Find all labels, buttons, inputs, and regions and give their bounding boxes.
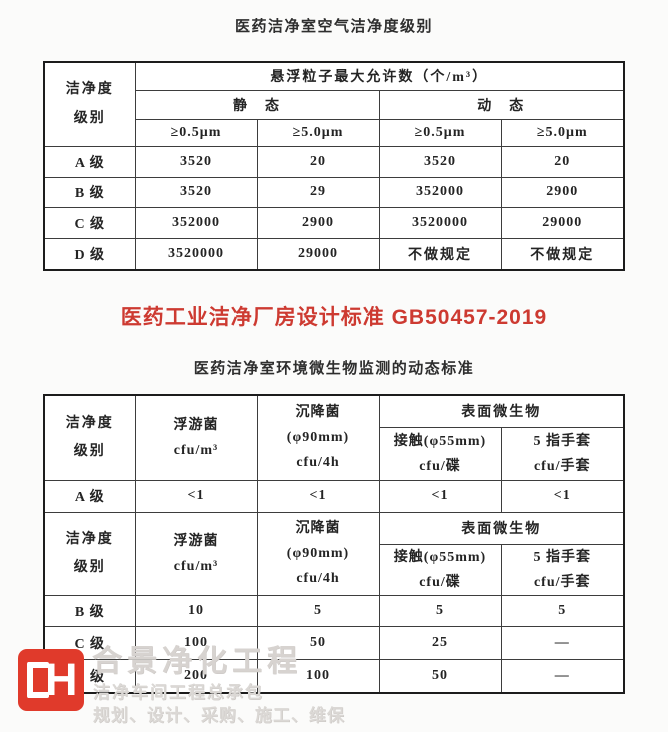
- cell: 29000: [500, 206, 625, 239]
- air-cleanliness-table: 洁净度 级别 悬浮粒子最大允许数（个/m³） 静 态 动 态 ≥0.5μm ≥5…: [43, 61, 625, 271]
- cell: 29000: [256, 237, 380, 271]
- table1-size-header: ≥0.5μm: [134, 118, 258, 147]
- cell: 50: [256, 625, 380, 660]
- table2-contact-header: 接触(φ55mm) cfu/碟: [378, 426, 502, 481]
- standard-number-heading: 医药工业洁净厂房设计标准 GB50457-2019: [120, 306, 548, 329]
- cell: <1: [500, 479, 625, 513]
- table1-corner-header: 洁净度 级别: [43, 61, 136, 147]
- cell: 3520: [134, 176, 258, 208]
- cell: 不做规定: [500, 237, 625, 271]
- cell: 10: [134, 594, 258, 627]
- cell: 352000: [134, 206, 258, 239]
- cell: 25: [378, 625, 502, 660]
- table2-airborne-header-repeat: 浮游菌 cfu/m³: [134, 511, 258, 596]
- table1-dynamic-header: 动 态: [378, 89, 625, 120]
- table1-static-header: 静 态: [134, 89, 380, 120]
- cell: <1: [134, 479, 258, 513]
- cell: 3520: [378, 145, 502, 178]
- air-table-title: 医药洁净室空气洁净度级别: [234, 19, 433, 35]
- table1-size-header: ≥0.5μm: [378, 118, 502, 147]
- table-row: A 级 3520 20 3520 20: [43, 145, 625, 178]
- cell: 5: [378, 594, 502, 627]
- row-label: D 级: [43, 237, 136, 271]
- cell: 2900: [500, 176, 625, 208]
- cell: <1: [378, 479, 502, 513]
- table2-settle-header: 沉降菌 (φ90mm) cfu/4h: [256, 394, 380, 481]
- table-row: A 级 <1 <1 <1 <1: [43, 479, 625, 513]
- table-row: D 级 200 100 50 —: [43, 658, 625, 694]
- cell: 不做规定: [378, 237, 502, 271]
- table2-contact-header-repeat: 接触(φ55mm) cfu/碟: [378, 543, 502, 596]
- cell: —: [500, 625, 625, 660]
- microbial-table-title: 医药洁净室环境微生物监测的动态标准: [193, 361, 475, 377]
- cell: 20: [500, 145, 625, 178]
- cell: <1: [256, 479, 380, 513]
- cell: 3520: [134, 145, 258, 178]
- table2-corner-header: 洁净度 级别: [43, 394, 136, 481]
- table2-settle-header-repeat: 沉降菌 (φ90mm) cfu/4h: [256, 511, 380, 596]
- table2-glove-header-repeat: 5 指手套 cfu/手套: [500, 543, 625, 596]
- table2-corner-header-repeat: 洁净度 级别: [43, 511, 136, 596]
- table-row: D 级 3520000 29000 不做规定 不做规定: [43, 237, 625, 271]
- microbial-monitoring-table: 洁净度 级别 浮游菌 cfu/m³ 沉降菌 (φ90mm) cfu/4h 表面微…: [43, 394, 625, 694]
- table-row: C 级 100 50 25 —: [43, 625, 625, 660]
- table-row: C 级 352000 2900 3520000 29000: [43, 206, 625, 239]
- row-label: C 级: [43, 206, 136, 239]
- cell: 100: [134, 625, 258, 660]
- cell: 352000: [378, 176, 502, 208]
- row-label: C 级: [43, 625, 136, 660]
- table-row: B 级 3520 29 352000 2900: [43, 176, 625, 208]
- row-label: D 级: [43, 658, 136, 694]
- cell: 20: [256, 145, 380, 178]
- table1-size-header: ≥5.0μm: [500, 118, 625, 147]
- table2-glove-header: 5 指手套 cfu/手套: [500, 426, 625, 481]
- row-label: B 级: [43, 176, 136, 208]
- cell: 3520000: [134, 237, 258, 271]
- row-label: A 级: [43, 145, 136, 178]
- row-label: A 级: [43, 479, 136, 513]
- cell: 100: [256, 658, 380, 694]
- cell: 5: [256, 594, 380, 627]
- table1-span-header: 悬浮粒子最大允许数（个/m³）: [134, 61, 625, 91]
- table2-surface-group-header: 表面微生物: [378, 394, 625, 428]
- cell: 200: [134, 658, 258, 694]
- cell: 3520000: [378, 206, 502, 239]
- cell: 50: [378, 658, 502, 694]
- watermark-services: 规划、设计、采购、施工、维保: [93, 706, 345, 725]
- row-label: B 级: [43, 594, 136, 627]
- table2-airborne-header: 浮游菌 cfu/m³: [134, 394, 258, 481]
- cell: —: [500, 658, 625, 694]
- cell: 5: [500, 594, 625, 627]
- cell: 2900: [256, 206, 380, 239]
- cell: 29: [256, 176, 380, 208]
- table1-size-header: ≥5.0μm: [256, 118, 380, 147]
- table2-surface-group-header-repeat: 表面微生物: [378, 511, 625, 545]
- table-row: B 级 10 5 5 5: [43, 594, 625, 627]
